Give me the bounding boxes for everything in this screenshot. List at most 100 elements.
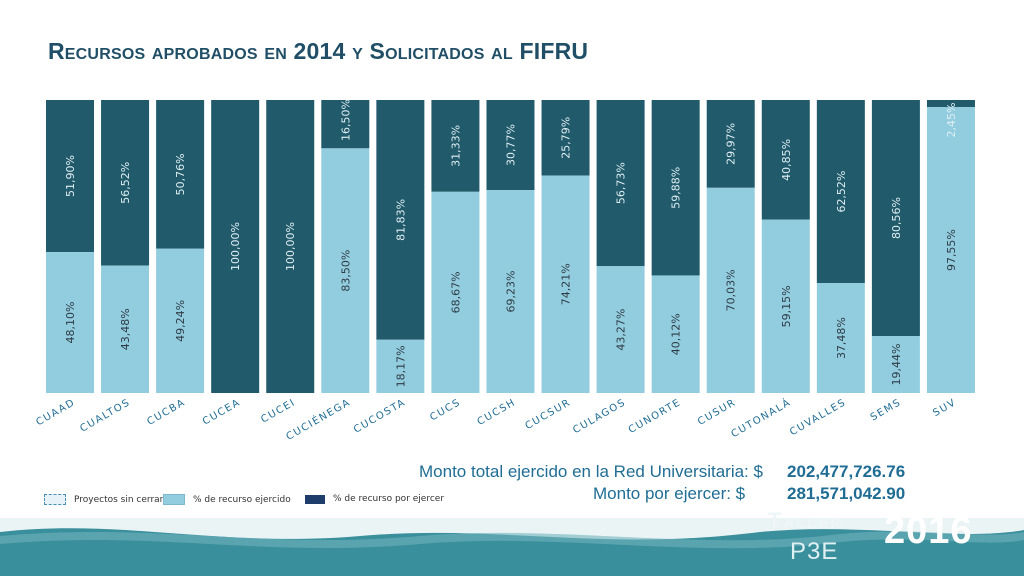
category-label-4: CUCEI (259, 397, 297, 426)
category-label-10: CULAGOS (571, 397, 628, 436)
data-label-ejercido-9: 74,21% (560, 263, 573, 305)
bar-por-ejercer-9 (541, 100, 590, 176)
bar-por-ejercer-13 (761, 100, 810, 220)
bar-por-ejercer-14 (816, 100, 865, 284)
bar-ejercido-11 (651, 275, 700, 393)
bar-por-ejercer-5 (321, 100, 370, 149)
bar-por-ejercer-16 (926, 100, 975, 108)
bar-por-ejercer-10 (596, 100, 645, 267)
category-label-0: CUAAD (34, 397, 77, 428)
bar-ejercido-14 (816, 283, 865, 393)
bar-ejercido-6 (376, 339, 425, 393)
data-label-por-ejercer-12: 29,97% (725, 123, 738, 165)
data-label-ejercido-10: 43,27% (615, 309, 628, 351)
stacked-bar-chart: 51,90% 48,10% CUAAD 56,52% 43,48% CUALTOS 50,7… (34, 99, 975, 443)
data-label-ejercido-15: 19,44% (890, 344, 903, 386)
bar-ejercido-13 (761, 219, 810, 393)
category-label-13: CUTONALÁ (729, 395, 794, 440)
category-label-14: CUVALLES (788, 397, 848, 438)
data-label-por-ejercer-0: 51,90% (64, 155, 77, 197)
legend-label-unclosed: Proyectos sin cerrar (74, 494, 164, 505)
footer-band (0, 518, 1024, 576)
data-label-por-ejercer-8: 30,77% (504, 124, 517, 166)
bar-ejercido-7 (431, 191, 480, 393)
data-label-por-ejercer-1: 56,52% (119, 162, 132, 204)
data-label-por-ejercer-6: 81,83% (394, 199, 407, 241)
legend-swatch-light (163, 494, 185, 505)
brand-year: 2016 (884, 510, 973, 552)
category-label-2: CUCBA (145, 397, 187, 428)
bar-ejercido-9 (541, 175, 590, 393)
legend-item-unclosed: Proyectos sin cerrar (44, 494, 163, 505)
data-label-por-ejercer-3: 100,00% (229, 222, 242, 271)
data-label-por-ejercer-7: 31,33% (449, 125, 462, 167)
bar-por-ejercer-8 (486, 100, 535, 191)
category-label-8: CUCSH (476, 397, 518, 428)
data-label-ejercido-11: 40,12% (670, 313, 683, 355)
category-label-9: CUCSUR (523, 397, 573, 432)
bar-por-ejercer-0 (46, 100, 94, 253)
bar-por-ejercer-2 (156, 100, 205, 249)
data-label-ejercido-2: 49,24% (174, 300, 187, 342)
brand-taller: Taller (768, 508, 844, 533)
footer-wave-decoration (0, 518, 1024, 549)
bar-ejercido-0 (46, 252, 94, 393)
total-exercised-value: 202,477,726.76 (787, 462, 906, 481)
category-label-1: CUALTOS (78, 397, 132, 435)
bar-ejercido-5 (321, 148, 370, 393)
legend-label-exercised: % de recurso ejercido (193, 494, 291, 505)
data-label-ejercido-13: 59,15% (780, 285, 793, 327)
legend-swatch-dark (305, 494, 325, 504)
bar-por-ejercer-15 (871, 100, 920, 337)
data-label-por-ejercer-5: 16,50% (339, 99, 352, 141)
data-label-por-ejercer-10: 56,73% (615, 162, 628, 204)
bar-ejercido-16 (926, 107, 975, 393)
category-label-3: CUCEA (201, 397, 243, 428)
bar-por-ejercer-4 (266, 100, 315, 393)
bar-ejercido-15 (871, 336, 920, 393)
category-label-15: SEMS (869, 397, 904, 423)
pending-value: 281,571,042.90 (787, 484, 906, 503)
bar-ejercido-12 (706, 187, 755, 393)
chart-title: Recursos aprobados en 2014 y Solicitados… (48, 38, 589, 64)
data-label-por-ejercer-9: 25,79% (560, 117, 573, 159)
data-label-por-ejercer-4: 100,00% (284, 222, 297, 271)
bar-ejercido-10 (596, 266, 645, 393)
category-label-11: CUNORTE (627, 397, 683, 436)
bar-ejercido-8 (486, 190, 535, 393)
data-label-ejercido-6: 18,17% (394, 345, 407, 387)
data-label-por-ejercer-14: 62,52% (835, 171, 848, 213)
data-label-ejercido-1: 43,48% (119, 308, 132, 350)
bar-ejercido-1 (101, 265, 150, 393)
pending-label: Monto por ejercer: $ (593, 484, 746, 503)
category-label-12: CUSUR (696, 397, 738, 428)
legend-item-pending: % de recurso por ejercer (305, 494, 444, 504)
category-label-7: CUCS (428, 397, 463, 423)
legend-swatch-dashed (44, 494, 66, 505)
data-label-ejercido-5: 83,50% (339, 250, 352, 292)
data-label-ejercido-14: 37,48% (835, 317, 848, 359)
data-label-ejercido-7: 68,67% (449, 271, 462, 313)
legend-item-exercised: % de recurso ejercido (163, 494, 291, 505)
legend-label-pending: % de recurso por ejercer (333, 494, 445, 504)
data-label-ejercido-8: 69,23% (504, 271, 517, 313)
data-label-ejercido-0: 48,10% (64, 302, 77, 344)
data-label-ejercido-16: 97,55% (945, 229, 958, 271)
category-label-16: SUV (931, 397, 958, 419)
data-label-por-ejercer-2: 50,76% (174, 153, 187, 195)
data-label-por-ejercer-16: 2,45% (945, 103, 958, 138)
data-label-por-ejercer-13: 40,85% (780, 139, 793, 181)
bar-ejercido-2 (156, 248, 205, 393)
bar-por-ejercer-3 (211, 100, 260, 393)
category-label-6: CUCOSTA (352, 397, 408, 436)
data-label-por-ejercer-11: 59,88% (670, 167, 683, 209)
bar-por-ejercer-11 (651, 100, 700, 276)
bar-por-ejercer-12 (706, 100, 755, 188)
data-label-por-ejercer-15: 80,56% (890, 197, 903, 239)
bar-por-ejercer-1 (101, 100, 150, 266)
data-label-ejercido-12: 70,03% (725, 269, 738, 311)
brand-p3e: P3E (790, 538, 839, 565)
total-exercised-label: Monto total ejercido en la Red Universit… (419, 462, 763, 481)
bar-por-ejercer-7 (431, 100, 480, 192)
bar-por-ejercer-6 (376, 100, 425, 340)
